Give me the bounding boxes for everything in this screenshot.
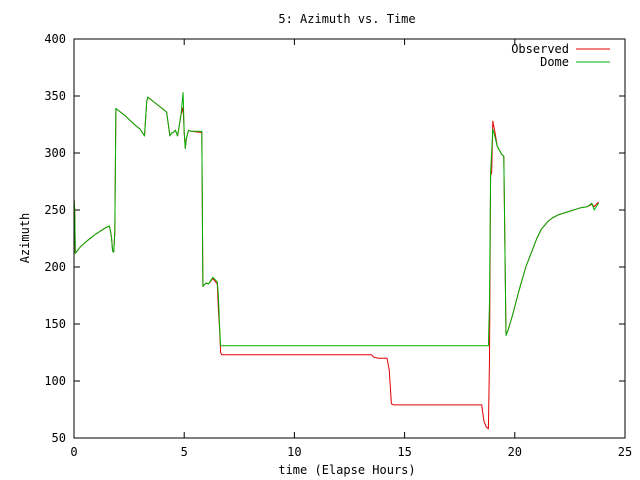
y-tick-label: 250 [44,203,66,217]
plot-series [73,92,600,430]
x-axis-ticks: 0 5 10 15 20 25 [70,39,632,459]
y-tick-label: 300 [44,146,66,160]
plot-frame [73,38,626,439]
y-tick-label: 200 [44,260,66,274]
legend-label-dome: Dome [540,55,569,69]
y-tick-label: 350 [44,89,66,103]
x-tick-label: 25 [618,445,632,459]
y-tick-label: 150 [44,317,66,331]
x-tick-label: 5 [181,445,188,459]
y-axis-label: Azimuth [18,213,32,264]
y-tick-label: 400 [44,32,66,46]
x-tick-label: 20 [508,445,522,459]
y-tick-label: 100 [44,374,66,388]
y-axis-ticks: 50 100 150 200 250 300 350 400 [44,32,625,445]
x-tick-label: 0 [70,445,77,459]
legend-label-observed: Observed [511,42,569,56]
series-line-dome [73,92,600,347]
x-tick-label: 15 [397,445,411,459]
series-line-observed [73,96,599,430]
y-tick-label: 50 [52,431,66,445]
x-tick-label: 10 [287,445,301,459]
x-axis-label: time (Elapse Hours) [278,463,415,477]
chart-title: 5: Azimuth vs. Time [278,12,415,26]
